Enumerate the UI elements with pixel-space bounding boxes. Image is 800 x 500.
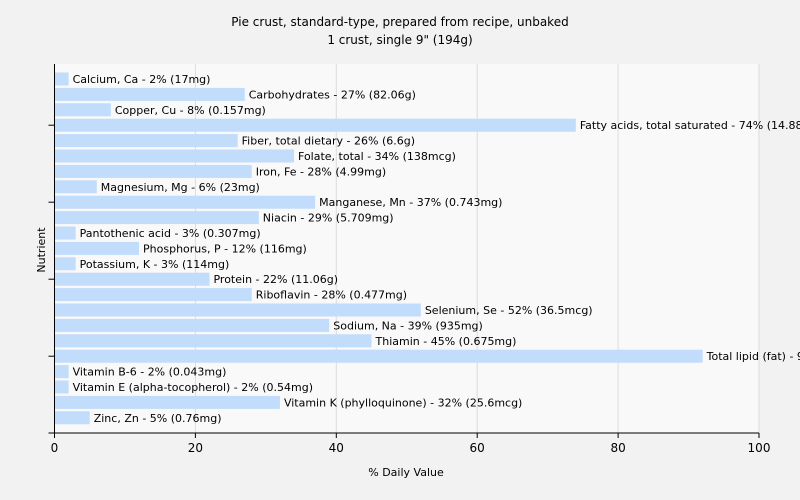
data-label: Vitamin B-6 - 2% (0.043mg): [73, 366, 227, 379]
bar: [54, 180, 97, 194]
y-axis-label: Nutrient: [35, 227, 48, 273]
chart-title: Pie crust, standard-type, prepared from …: [231, 15, 568, 29]
data-label: Riboflavin - 28% (0.477mg): [256, 289, 407, 302]
bar: [54, 72, 69, 86]
bar: [54, 411, 90, 425]
bar: [54, 241, 140, 255]
bar: [54, 395, 280, 409]
data-label: Pantothenic acid - 3% (0.307mg): [80, 227, 261, 240]
data-label: Thiamin - 45% (0.675mg): [375, 335, 517, 348]
bar: [54, 195, 316, 209]
data-label: Phosphorus, P - 12% (116mg): [143, 242, 307, 255]
bar: [54, 349, 703, 363]
x-tick-label: 20: [188, 441, 203, 455]
data-label: Folate, total - 34% (138mcg): [298, 150, 456, 163]
bar: [54, 103, 111, 117]
x-tick-label: 40: [329, 441, 344, 455]
data-label: Protein - 22% (11.06g): [213, 273, 338, 286]
x-tick-label: 80: [610, 441, 625, 455]
bar: [54, 226, 76, 240]
x-axis-label: % Daily Value: [368, 466, 444, 479]
data-label: Magnesium, Mg - 6% (23mg): [101, 181, 260, 194]
x-tick-label: 100: [748, 441, 771, 455]
bar: [54, 380, 69, 394]
data-label: Fiber, total dietary - 26% (6.6g): [242, 135, 415, 148]
chart-subtitle: 1 crust, single 9" (194g): [327, 33, 472, 47]
bar: [54, 334, 372, 348]
data-label: Copper, Cu - 8% (0.157mg): [115, 104, 266, 117]
bar: [54, 164, 252, 178]
data-label: Calcium, Ca - 2% (17mg): [73, 73, 211, 86]
bar: [54, 87, 245, 101]
bar: [54, 149, 295, 163]
bar: [54, 365, 69, 379]
bar: [54, 272, 210, 286]
data-label: Manganese, Mn - 37% (0.743mg): [319, 196, 502, 209]
x-tick-label: 0: [51, 441, 59, 455]
data-label: Zinc, Zn - 5% (0.76mg): [94, 412, 222, 425]
data-label: Potassium, K - 3% (114mg): [80, 258, 230, 271]
data-label: Vitamin E (alpha-tocopherol) - 2% (0.54m…: [73, 381, 313, 394]
bar: [54, 134, 238, 148]
data-label: Carbohydrates - 27% (82.06g): [249, 88, 416, 101]
bar: [54, 257, 76, 271]
bar: [54, 288, 252, 302]
bar: [54, 211, 259, 225]
bar: [54, 318, 330, 332]
x-tick-label: 60: [470, 441, 485, 455]
data-label: Vitamin K (phylloquinone) - 32% (25.6mcg…: [284, 396, 522, 409]
bar: [54, 118, 576, 132]
bar: [54, 303, 421, 317]
data-label: Total lipid (fat) - 92% (59.75g): [706, 350, 800, 363]
data-label: Niacin - 29% (5.709mg): [263, 212, 394, 225]
data-label: Selenium, Se - 52% (36.5mcg): [425, 304, 593, 317]
data-label: Fatty acids, total saturated - 74% (14.8…: [580, 119, 800, 132]
data-label: Sodium, Na - 39% (935mg): [333, 319, 483, 332]
data-label: Iron, Fe - 28% (4.99mg): [256, 165, 386, 178]
